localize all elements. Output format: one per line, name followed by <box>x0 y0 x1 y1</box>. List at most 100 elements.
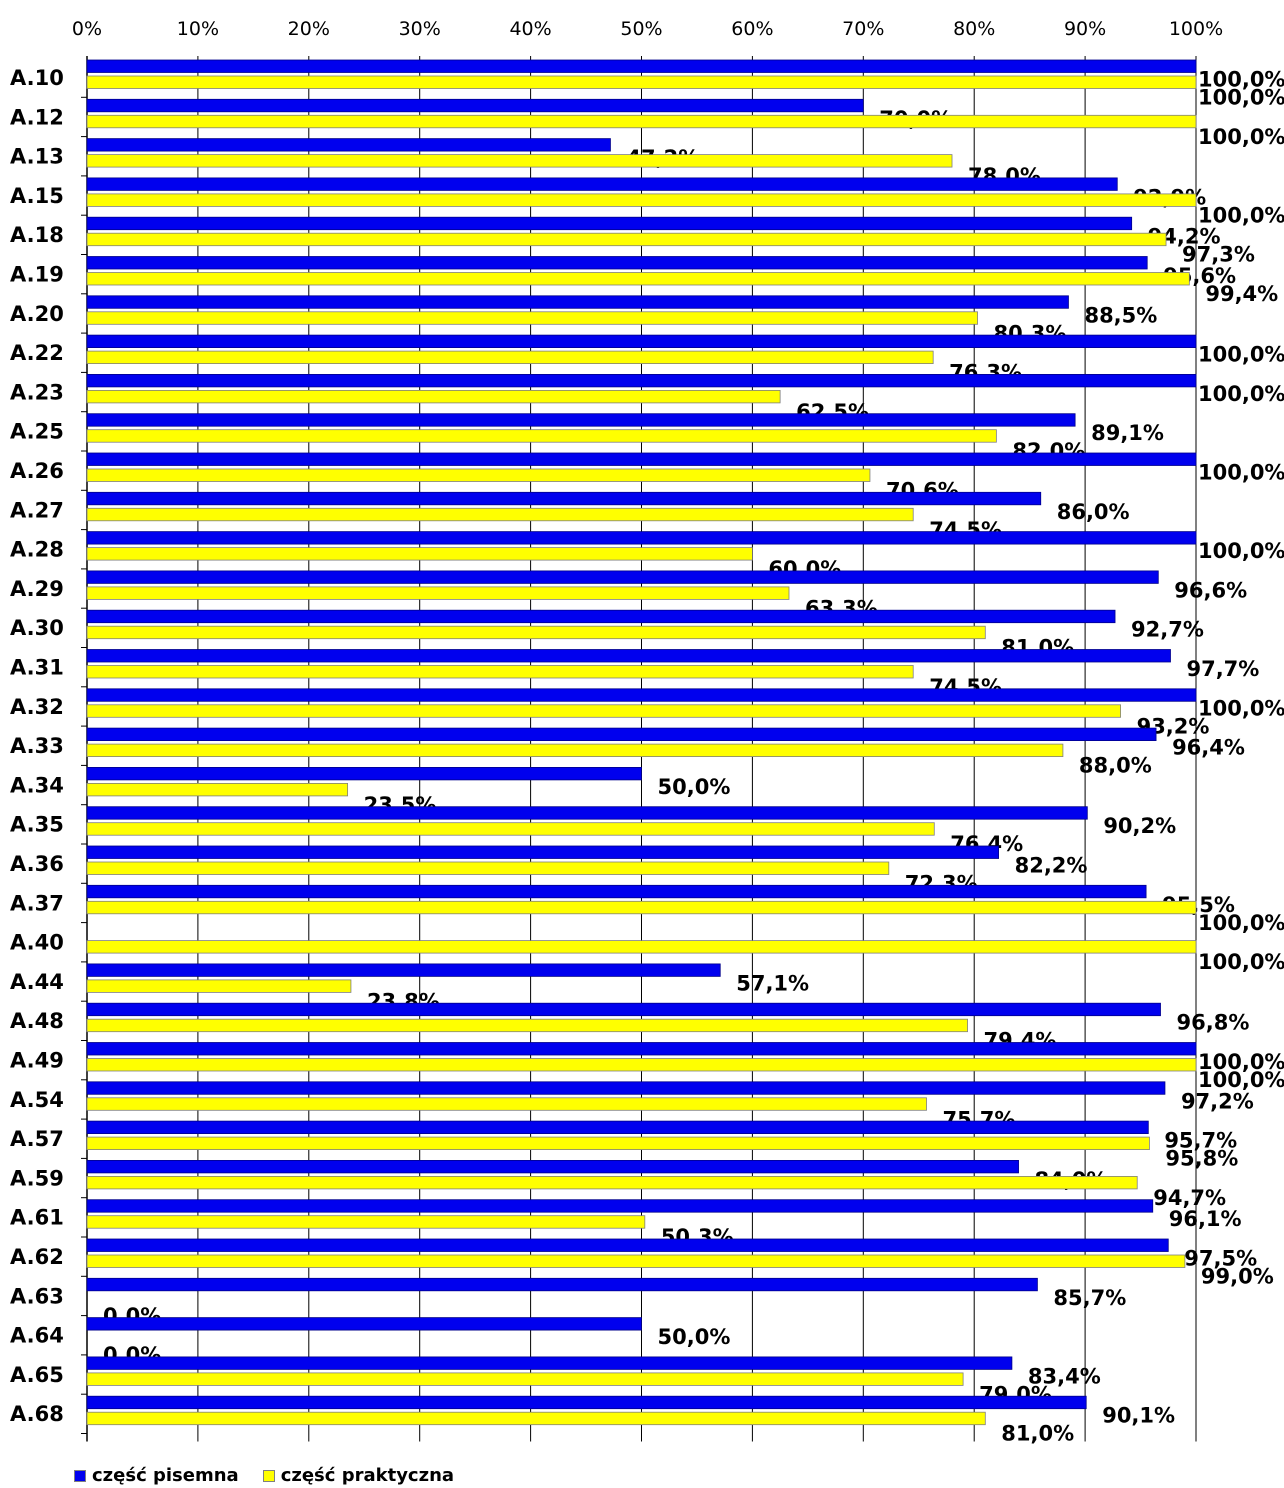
bar-practical <box>86 272 1190 286</box>
x-tick-label: 70% <box>842 18 884 40</box>
y-tick-label: A.61 <box>10 1206 64 1230</box>
y-tick-label: A.29 <box>10 577 64 601</box>
bar-written <box>86 1238 1169 1252</box>
bar-practical <box>86 900 1197 915</box>
bar-written <box>86 491 1042 506</box>
data-label-practical: 100,0% <box>1198 1068 1284 1092</box>
legend-label-written: część pisemna <box>92 1465 239 1486</box>
bar-practical <box>86 625 986 640</box>
bar-written <box>86 727 1157 741</box>
bar-written <box>86 452 1197 466</box>
bar-practical <box>86 1215 646 1229</box>
data-label-practical: 100,0% <box>1198 203 1284 227</box>
bar-practical <box>86 350 934 365</box>
data-label-written: 95,7% <box>1164 1129 1237 1153</box>
data-label-written: 97,7% <box>1186 657 1259 681</box>
legend: część pisemna część praktyczna <box>74 1465 454 1486</box>
bar-practical <box>86 1176 1138 1190</box>
y-tick-label: A.25 <box>10 420 64 444</box>
bar-written <box>86 138 611 152</box>
bar-written <box>86 1081 1166 1095</box>
x-tick-label: 90% <box>1064 18 1106 40</box>
bar-practical <box>86 783 349 797</box>
bar-written <box>86 806 1088 820</box>
data-label-written: 90,1% <box>1102 1404 1175 1428</box>
bar-practical <box>86 389 781 404</box>
data-label-practical: 100,0% <box>1198 950 1284 974</box>
bar-practical <box>86 193 1197 207</box>
bar-written <box>86 59 1197 73</box>
y-tick-label: A.10 <box>10 66 64 90</box>
data-label-written: 96,8% <box>1177 1011 1250 1035</box>
data-label-written: 97,2% <box>1181 1089 1254 1113</box>
data-label-written: 50,0% <box>658 775 731 799</box>
data-label-written: 89,1% <box>1091 421 1164 445</box>
data-label-written: 50,0% <box>658 1325 731 1349</box>
y-tick-label: A.64 <box>10 1324 64 1348</box>
data-label-practical: 99,4% <box>1205 282 1278 306</box>
y-tick-label: A.13 <box>10 145 64 169</box>
data-label-written: 100,0% <box>1198 382 1284 406</box>
bar-written <box>86 373 1197 388</box>
y-tick-label: A.32 <box>10 695 64 719</box>
data-label-written: 96,6% <box>1174 578 1247 602</box>
bar-written <box>86 1277 1038 1292</box>
data-label-practical: 97,3% <box>1182 243 1255 267</box>
data-label-written: 85,7% <box>1053 1286 1126 1310</box>
bar-written <box>86 413 1076 427</box>
y-tick-label: A.27 <box>10 498 64 522</box>
data-label-written: 100,0% <box>1198 539 1284 563</box>
y-tick-label: A.57 <box>10 1127 64 1151</box>
y-tick-label: A.65 <box>10 1363 64 1387</box>
y-tick-label: A.23 <box>10 380 64 404</box>
y-tick-label: A.31 <box>10 656 64 680</box>
y-tick-label: A.22 <box>10 341 64 365</box>
data-label-written: 100,0% <box>1198 1050 1284 1074</box>
bar-written <box>86 177 1118 191</box>
bar-practical <box>86 468 871 482</box>
x-tick-label: 100% <box>1169 18 1223 40</box>
x-tick-label: 40% <box>509 18 551 40</box>
y-tick-label: A.49 <box>10 1049 64 1073</box>
bar-practical <box>86 940 1197 954</box>
bar-practical <box>86 1411 986 1426</box>
bar-practical <box>86 1097 927 1111</box>
data-label-practical: 81,0% <box>1001 1422 1074 1446</box>
y-tick-label: A.63 <box>10 1284 64 1308</box>
y-tick-label: A.30 <box>10 616 64 640</box>
bar-written <box>86 98 864 113</box>
y-tick-label: A.62 <box>10 1245 64 1269</box>
bar-practical <box>86 822 935 836</box>
bar-practical <box>86 114 1197 129</box>
bar-written <box>86 570 1159 584</box>
bar-written <box>86 1002 1161 1017</box>
x-tick-label: 20% <box>288 18 330 40</box>
y-tick-label: A.44 <box>10 970 64 994</box>
y-tick-label: A.28 <box>10 538 64 562</box>
y-tick-label: A.37 <box>10 891 64 915</box>
bar-written <box>86 845 999 859</box>
bar-practical <box>86 861 890 875</box>
data-label-written: 90,2% <box>1103 814 1176 838</box>
bar-written <box>86 649 1171 663</box>
y-tick-label: A.34 <box>10 773 64 797</box>
data-label-written: 100,0% <box>1198 696 1284 720</box>
legend-label-practical: część praktyczna <box>280 1465 455 1486</box>
bar-written <box>86 1120 1149 1134</box>
y-tick-label: A.20 <box>10 302 64 326</box>
bar-written <box>86 256 1148 270</box>
data-label-written: 100,0% <box>1198 343 1284 367</box>
data-label-practical: 100,0% <box>1198 911 1284 935</box>
bar-written <box>86 531 1197 545</box>
bar-practical <box>86 1018 968 1033</box>
data-label-written: 92,7% <box>1131 618 1204 642</box>
legend-item-practical: część praktyczna <box>262 1465 455 1486</box>
data-label-written: 88,5% <box>1084 303 1157 327</box>
x-tick-label: 60% <box>731 18 773 40</box>
bar-practical <box>86 586 790 600</box>
data-label-practical: 100,0% <box>1198 125 1284 149</box>
data-label-written: 100,0% <box>1198 68 1284 92</box>
bar-practical <box>86 507 914 522</box>
bar-practical <box>86 232 1167 247</box>
